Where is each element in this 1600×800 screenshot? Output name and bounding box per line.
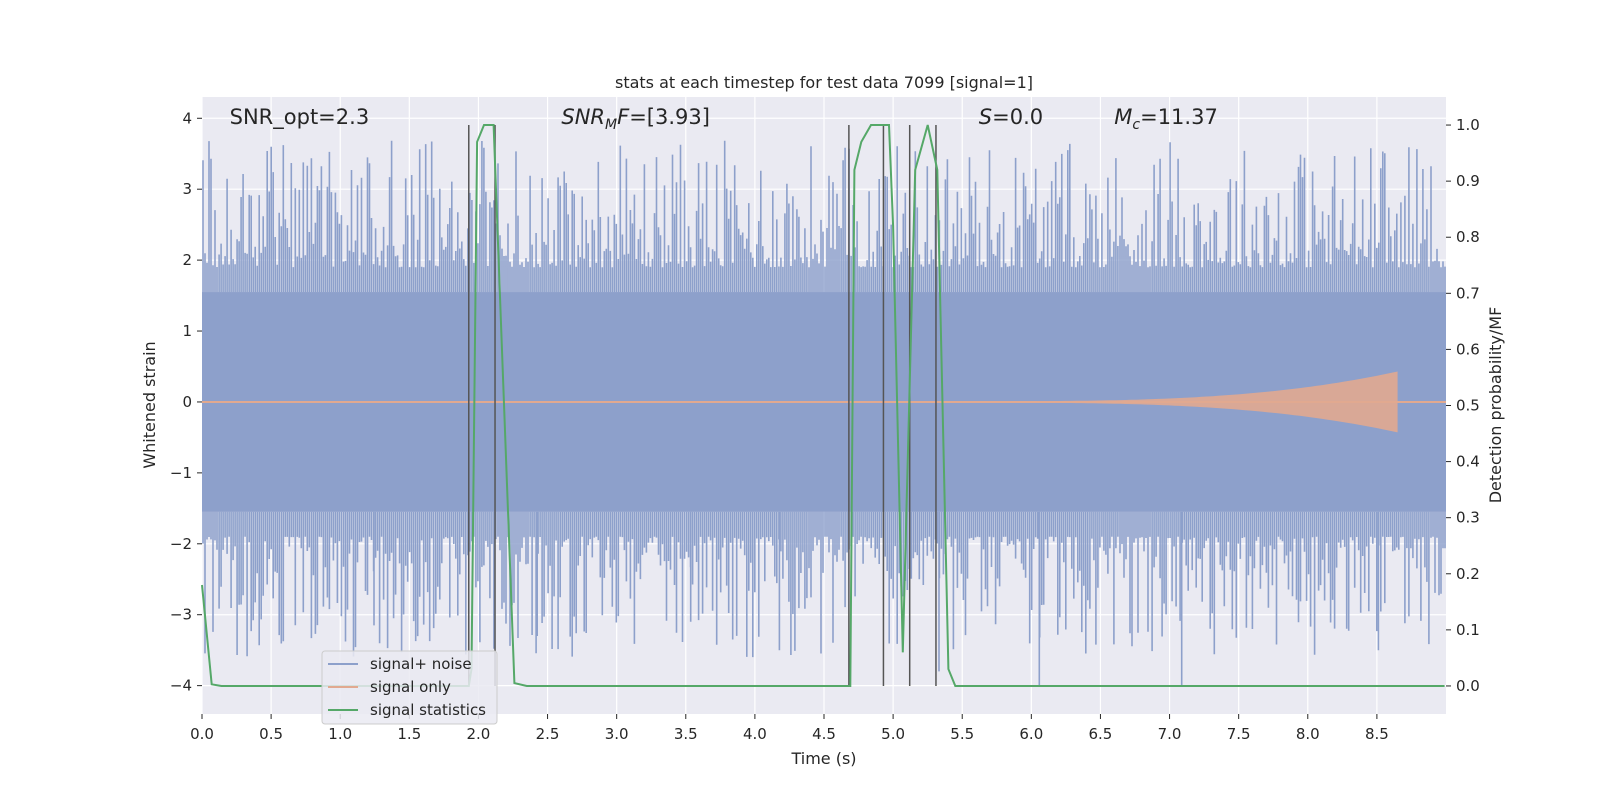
y2-tick-label-3: 0.7 [1456,284,1480,302]
annotation-s: S=0.0 [979,105,1043,129]
signal-only-chirp [962,371,1398,433]
x-tick-label-12: 6.0 [1019,725,1043,743]
y-tick-label-8: −4 [170,677,192,695]
legend-label-signal-statistics: signal statistics [370,701,486,719]
y-tick-label-1: 3 [182,180,192,198]
y2-tick-label-10: 0.0 [1456,677,1480,695]
y2-tick-label-7: 0.3 [1456,509,1480,527]
x-tick-label-10: 5.0 [881,725,905,743]
y2-tick-label-5: 0.5 [1456,397,1480,415]
legend-box [321,650,498,725]
x-tick-labels: 0.0 0.5 1.0 1.5 2.0 2.5 3.0 3.5 4.0 4.5 5.0 5.5 6.0 6… [190,714,1389,743]
y2-tick-label-1: 0.9 [1456,172,1480,190]
annotation-snr_opt: SNR_opt=2.3 [230,105,370,130]
x-tick-label-3: 1.5 [397,725,421,743]
x-tick-label-11: 5.5 [950,725,974,743]
y2-tick-labels: 1.0 0.9 0.8 0.7 0.6 0.5 0.4 0.3 0.2 0.1 0.0 [1446,116,1480,695]
x-tick-label-14: 7.0 [1158,725,1182,743]
y-tick-label-5: −1 [170,464,192,482]
x-tick-label-15: 7.5 [1227,725,1251,743]
series-signal-only [202,371,1446,433]
y2-tick-label-0: 1.0 [1456,116,1480,134]
y-tick-labels: 4 3 2 1 0 −1 −2 −3 −4 [170,109,202,695]
noise-extremes [373,511,1380,686]
y2-axis-label: Detection probability/MF [1486,307,1505,504]
y-tick-label-4: 0 [182,393,192,411]
x-axis-label: Time (s) [790,749,856,768]
y-axis-label: Whitened strain [140,341,159,468]
x-tick-label-9: 4.5 [812,725,836,743]
y2-tick-label-4: 0.6 [1456,340,1480,358]
x-tick-label-16: 8.0 [1296,725,1320,743]
y-tick-label-6: −2 [170,535,192,553]
x-tick-label-6: 3.0 [605,725,629,743]
x-tick-label-8: 4.0 [743,725,767,743]
x-tick-label-2: 1.0 [328,725,352,743]
legend-label-signal-noise: signal+ noise [370,655,472,673]
annotation-mc: Mc=11.37 [1114,105,1218,133]
x-tick-label-1: 0.5 [259,725,283,743]
y-tick-label-3: 1 [182,322,192,340]
annotation-snr_mf: SNRMF=[3.93] [561,105,710,133]
x-tick-label-5: 2.5 [536,725,560,743]
y2-tick-label-9: 0.1 [1456,621,1480,639]
x-tick-label-4: 2.0 [467,725,491,743]
y-tick-label-2: 2 [182,251,192,269]
chart-title: stats at each timestep for test data 709… [615,73,1033,92]
legend: signal+ noise signal only signal statist… [321,650,498,725]
x-tick-label-0: 0.0 [190,725,214,743]
x-tick-label-7: 3.5 [674,725,698,743]
y-tick-label-0: 4 [182,109,192,127]
annotations: SNR_opt=2.3 SNRMF=[3.93] S=0.0 Mc=11.37 [230,105,1218,133]
x-tick-label-13: 6.5 [1089,725,1113,743]
y-tick-label-7: −3 [170,606,192,624]
noise-spikes [202,140,1446,658]
x-tick-label-17: 8.5 [1365,725,1389,743]
legend-label-signal-only: signal only [370,678,451,696]
y2-tick-label-8: 0.2 [1456,565,1480,583]
y2-tick-label-2: 0.8 [1456,228,1480,246]
y2-tick-label-6: 0.4 [1456,453,1480,471]
